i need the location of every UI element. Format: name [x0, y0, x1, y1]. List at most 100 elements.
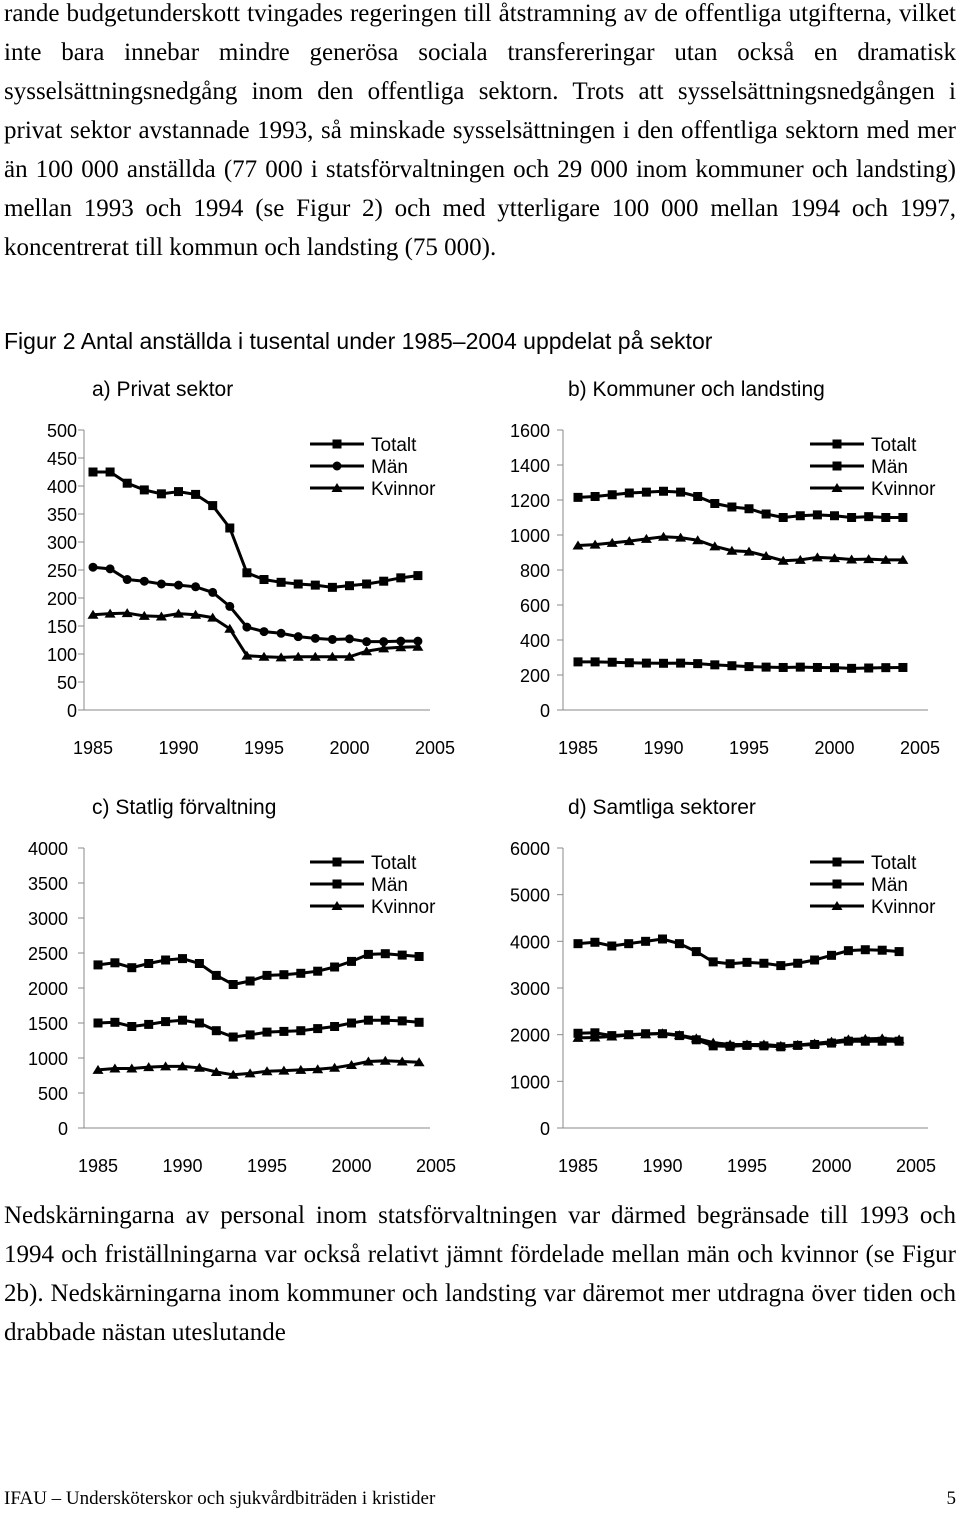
body-paragraph-top: rande budgetunderskott tvingades regerin…: [4, 0, 956, 261]
series-totalt: [93, 949, 424, 989]
data-point: [362, 637, 372, 647]
data-point: [122, 478, 132, 488]
data-point: [830, 663, 839, 673]
x-tick-label: 1995: [247, 1156, 287, 1176]
data-point: [623, 1030, 635, 1040]
data-point: [110, 958, 120, 968]
data-point: [139, 485, 149, 495]
legend-label: Totalt: [871, 435, 917, 456]
legend-marker: [332, 879, 342, 889]
data-point: [259, 627, 269, 637]
x-tick-label: 1985: [73, 738, 113, 758]
data-point: [693, 492, 703, 501]
data-point: [396, 1056, 408, 1066]
data-point: [606, 1031, 618, 1041]
data-point: [144, 1019, 154, 1029]
data-point: [397, 950, 407, 960]
data-point: [413, 636, 423, 646]
data-point: [898, 662, 908, 672]
legend-marker: [831, 483, 843, 492]
data-point: [709, 541, 721, 551]
x-tick-label: 1995: [727, 1156, 767, 1176]
data-point: [310, 633, 320, 643]
legend-marker: [331, 901, 343, 910]
data-point: [690, 1033, 702, 1043]
y-tick-label: 50: [57, 673, 77, 693]
chart-title: d) Samtliga sektorer: [568, 796, 756, 819]
y-tick-label: 150: [47, 617, 77, 637]
series-män: [88, 562, 423, 647]
y-tick-label: 2500: [28, 944, 68, 964]
data-point: [691, 947, 701, 957]
data-point: [262, 970, 272, 980]
legend-marker: [332, 461, 342, 471]
footer-title: IFAU – Undersköterskor och sjukvårdbiträ…: [4, 1488, 436, 1509]
chart-all-sectors: d) Samtliga sektorer 0 1000 2000 3000 4000 500…: [480, 788, 960, 1208]
data-point: [379, 637, 389, 647]
data-point: [329, 1062, 341, 1072]
legend-label: Män: [371, 875, 408, 896]
chart-svg: a) Privat sektor 0 50 100 150 200 250 300 350 400…: [47, 378, 455, 758]
data-point: [380, 949, 390, 959]
chart-title: c) Statlig förvaltning: [92, 796, 276, 819]
data-point: [93, 1018, 103, 1028]
data-point: [640, 533, 652, 543]
data-point: [191, 582, 201, 592]
chart-svg: c) Statlig förvaltning 0 500 1000 1500 2000 25…: [28, 796, 456, 1176]
data-point: [156, 489, 166, 499]
data-point: [726, 545, 738, 555]
y-tick-label: 500: [47, 421, 77, 441]
data-point: [155, 611, 167, 621]
data-point: [110, 1017, 120, 1027]
y-tick-label: 600: [520, 596, 550, 616]
data-point: [413, 1057, 425, 1067]
data-point: [161, 955, 171, 965]
legend-label: Kvinnor: [371, 479, 436, 500]
data-point: [293, 579, 303, 589]
series-totalt: [88, 467, 423, 592]
data-point: [606, 537, 618, 547]
x-tick-label: 1990: [643, 738, 683, 758]
y-tick-label: 3500: [28, 874, 68, 894]
data-point: [193, 1062, 205, 1072]
legend-marker: [831, 901, 843, 910]
y-tick-label: 0: [540, 1119, 550, 1139]
data-point: [126, 1063, 138, 1073]
series-totalt: [573, 934, 904, 971]
data-point: [211, 970, 221, 980]
y-tick-label: 2000: [510, 1026, 550, 1046]
data-point: [710, 660, 720, 670]
data-point: [795, 662, 805, 672]
data-point: [830, 511, 839, 521]
legend-label: Män: [871, 457, 908, 478]
data-point: [708, 957, 718, 967]
legend-label: Män: [871, 875, 908, 896]
data-point: [327, 582, 337, 592]
data-point: [395, 642, 407, 652]
data-point: [898, 513, 908, 522]
data-point: [121, 608, 133, 618]
y-tick-label: 1400: [510, 456, 550, 476]
data-point: [208, 587, 218, 597]
x-tick-label: 2005: [415, 738, 455, 758]
data-point: [178, 1015, 187, 1025]
data-point: [881, 513, 891, 522]
page-number: 5: [946, 1488, 957, 1509]
data-point: [363, 949, 373, 959]
data-point: [812, 662, 822, 672]
data-point: [590, 937, 600, 947]
data-point: [397, 1016, 407, 1026]
data-point: [607, 490, 617, 500]
data-point: [396, 636, 406, 646]
data-point: [210, 1067, 222, 1076]
data-point: [207, 612, 219, 622]
legend-label: Kvinnor: [871, 479, 936, 500]
data-point: [741, 1039, 753, 1049]
x-tick-label: 1985: [558, 1156, 598, 1176]
series-kvinnor: [87, 608, 424, 662]
y-tick-label: 4000: [28, 839, 68, 859]
x-tick-label: 1995: [729, 738, 769, 758]
y-tick-label: 5000: [510, 886, 550, 906]
y-tick-label: 0: [58, 1119, 68, 1139]
